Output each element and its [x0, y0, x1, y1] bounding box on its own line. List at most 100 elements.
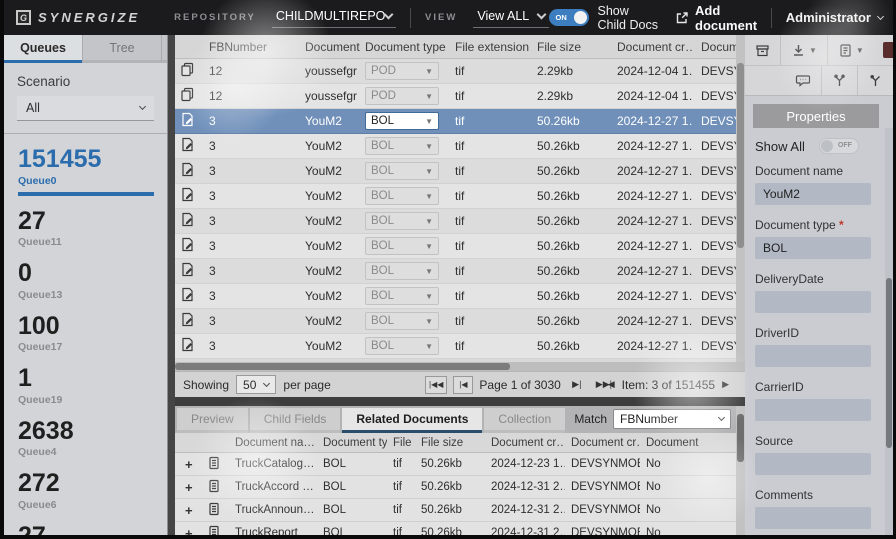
- field-input[interactable]: [755, 345, 871, 367]
- merge-document-button[interactable]: [858, 66, 893, 95]
- field-input[interactable]: BOL: [755, 237, 871, 259]
- vertical-scrollbar[interactable]: [736, 35, 745, 362]
- cell-file-size: 50.26kb: [537, 214, 580, 228]
- document-type-select[interactable]: POD ▼: [365, 87, 439, 105]
- document-type-select[interactable]: BOL ▼: [365, 237, 439, 255]
- user-menu[interactable]: Administrator: [786, 10, 885, 25]
- properties-fields: Document name YouM2 Document type BOL De…: [755, 164, 893, 529]
- document-row[interactable]: 3 YouM2 BOL ▼ tif 50.26kb: [175, 284, 736, 309]
- queue-item[interactable]: 27 1: [4, 517, 167, 535]
- show-all-toggle[interactable]: OFF: [818, 138, 859, 154]
- expand-row-icon[interactable]: +: [185, 479, 193, 495]
- expand-row-icon[interactable]: +: [185, 525, 193, 539]
- scrollbar-thumb[interactable]: [737, 63, 744, 248]
- document-type-select[interactable]: BOL ▼: [365, 112, 439, 130]
- bottom-tab[interactable]: Related Documents: [342, 408, 483, 433]
- scrollbar-thumb[interactable]: [886, 278, 892, 448]
- header-document-created[interactable]: Document cr…: [617, 39, 693, 54]
- document-type-select[interactable]: BOL ▼: [365, 187, 439, 205]
- header-file[interactable]: File: [393, 436, 412, 449]
- match-select[interactable]: FBNumber: [613, 409, 731, 429]
- document-type-select[interactable]: BOL ▼: [365, 162, 439, 180]
- header-document-type[interactable]: Document type: [365, 39, 446, 54]
- cell-document-created: 2024-12-27 1…: [617, 239, 693, 253]
- header-file-size[interactable]: File size: [421, 436, 464, 449]
- document-row[interactable]: 12 youssefgr POD ▼ tif 2.29kb: [175, 59, 736, 84]
- field-input[interactable]: [755, 453, 871, 475]
- related-document-row[interactable]: + TruckCatalog… BOL: [175, 453, 745, 476]
- document-type-select[interactable]: BOL ▼: [365, 337, 439, 355]
- document-row[interactable]: 3 YouM2 BOL ▼ tif 50.26kb: [175, 334, 736, 359]
- scrollbar-thumb[interactable]: [737, 414, 744, 462]
- expand-row-icon[interactable]: +: [185, 456, 193, 472]
- document-type-select[interactable]: BOL ▼: [365, 312, 439, 330]
- queue-item[interactable]: 1 Queue19: [4, 359, 167, 412]
- archive-box-button[interactable]: [745, 35, 780, 65]
- sidebar-tab[interactable]: Queues: [4, 35, 82, 63]
- queue-item[interactable]: 272 Queue6: [4, 464, 167, 517]
- document-row[interactable]: 3 YouM2 BOL ▼ tif 50.26kb: [175, 234, 736, 259]
- document-row[interactable]: 3 YouM2 BOL ▼ tif 50.26kb: [175, 209, 736, 234]
- header-file-extension[interactable]: File extension: [455, 39, 529, 54]
- chevron-down-icon: ▼: [425, 241, 433, 251]
- sidebar-tab[interactable]: Tree: [83, 35, 161, 63]
- document-row[interactable]: 3 YouM2 BOL ▼ tif 50.26kb: [175, 109, 736, 134]
- clipped-toolbar-icon[interactable]: [883, 42, 893, 58]
- document-type-select[interactable]: BOL ▼: [365, 212, 439, 230]
- document-type-select[interactable]: BOL ▼: [365, 262, 439, 280]
- queue-item[interactable]: 100 Queue17: [4, 307, 167, 360]
- header-document[interactable]: Document: [305, 39, 360, 54]
- bottom-tab[interactable]: Collection: [484, 408, 566, 433]
- previous-item-button[interactable]: ◀: [607, 379, 615, 389]
- header-document-name[interactable]: Document na…: [235, 436, 315, 449]
- queue-item[interactable]: 27 Queue11: [4, 202, 167, 255]
- document-type-select[interactable]: POD ▼: [365, 62, 439, 80]
- related-document-row[interactable]: + TruckAnnoun… BOL: [175, 499, 745, 522]
- field-input[interactable]: [755, 399, 871, 421]
- header-fbnumber[interactable]: FBNumber: [209, 39, 268, 54]
- field-input[interactable]: YouM2: [755, 183, 871, 205]
- add-document-button[interactable]: Add document: [675, 3, 757, 33]
- bottom-tab[interactable]: Preview: [177, 408, 248, 433]
- related-document-row[interactable]: + TruckReport BOL: [175, 522, 745, 539]
- next-page-button[interactable]: ▶|: [572, 379, 582, 389]
- scrollbar-thumb[interactable]: [175, 363, 510, 370]
- document-row[interactable]: 3 YouM2 BOL ▼ tif 50.26kb: [175, 134, 736, 159]
- header-document-created[interactable]: Document cr…: [491, 436, 565, 449]
- document-row[interactable]: 12 youssefgr POD ▼ tif 2.29kb: [175, 84, 736, 109]
- show-child-docs-toggle[interactable]: ON: [548, 9, 589, 26]
- queue-item[interactable]: 2638 Queue4: [4, 412, 167, 465]
- horizontal-scrollbar[interactable]: [175, 362, 745, 371]
- download-button[interactable]: ▼: [781, 35, 827, 65]
- comment-button[interactable]: [785, 66, 821, 95]
- header-document-creator[interactable]: Document cr…: [571, 436, 640, 449]
- document-type-select[interactable]: BOL ▼: [365, 287, 439, 305]
- document-row[interactable]: 3 YouM2 BOL ▼ tif 50.26kb: [175, 309, 736, 334]
- header-file-size[interactable]: File size: [537, 39, 582, 54]
- vertical-scrollbar[interactable]: [885, 128, 893, 535]
- export-document-button[interactable]: ▼: [828, 35, 874, 65]
- per-page-select[interactable]: 50: [236, 375, 277, 394]
- scenario-select[interactable]: All: [17, 96, 154, 121]
- first-page-button[interactable]: |◀◀: [425, 375, 448, 394]
- related-document-row[interactable]: + TruckAccord … BOL: [175, 476, 745, 499]
- view-select[interactable]: View ALL: [473, 7, 549, 28]
- next-item-button[interactable]: ▶: [722, 379, 729, 389]
- queue-item[interactable]: 151455 Queue0: [4, 140, 167, 202]
- header-document-type[interactable]: Document type: [323, 436, 387, 449]
- header-document-creator[interactable]: Documen: [701, 39, 736, 54]
- document-row[interactable]: 3 YouM2 BOL ▼ tif 50.26kb: [175, 184, 736, 209]
- previous-page-button[interactable]: |◀: [453, 375, 474, 394]
- field-input[interactable]: [755, 291, 871, 313]
- field-input[interactable]: [755, 507, 871, 529]
- split-document-button[interactable]: [822, 66, 857, 95]
- expand-row-icon[interactable]: +: [185, 502, 193, 518]
- document-row[interactable]: 3 YouM2 BOL ▼ tif 50.26kb: [175, 259, 736, 284]
- document-row[interactable]: 3 YouM2 BOL ▼ tif 50.26kb: [175, 159, 736, 184]
- vertical-scrollbar[interactable]: [736, 406, 745, 535]
- bottom-tab[interactable]: Child Fields: [249, 408, 341, 433]
- queue-item[interactable]: 0 Queue13: [4, 254, 167, 307]
- header-document[interactable]: Document: [646, 436, 699, 449]
- document-type-select[interactable]: BOL ▼: [365, 137, 439, 155]
- repository-select[interactable]: CHILDMULTIREPO: [271, 7, 397, 28]
